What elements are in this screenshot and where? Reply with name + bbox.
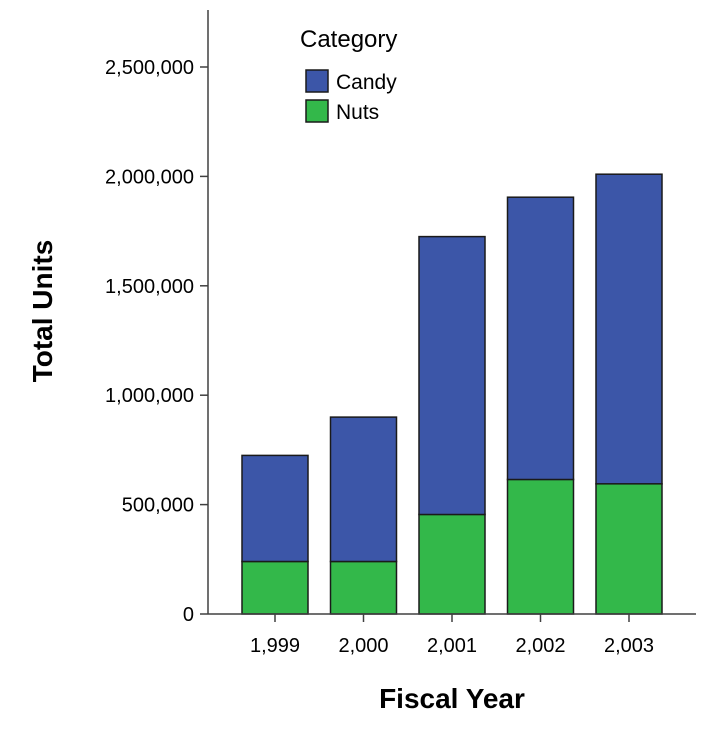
bars-layer (241, 173, 663, 615)
x-tick-label: 2,001 (427, 635, 477, 657)
y-tick-label: 0 (183, 604, 194, 626)
x-tick-label: 1,999 (250, 635, 300, 657)
x-tick-label: 2,002 (515, 635, 565, 657)
y-tick-label: 2,000,000 (105, 166, 194, 188)
bar-nuts-3 (506, 478, 575, 615)
x-tick-label: 2,003 (604, 635, 654, 657)
legend-swatch-candy (305, 69, 329, 93)
legend-entries: Candy Nuts (305, 69, 397, 124)
x-tick-label: 2,000 (338, 635, 388, 657)
bar-candy-0 (241, 454, 309, 563)
legend-label-nuts: Nuts (336, 101, 379, 124)
bar-candy-2 (418, 235, 486, 516)
bar-nuts-2 (418, 513, 486, 615)
y-tick-label: 500,000 (122, 495, 194, 517)
bar-nuts-0 (241, 560, 309, 615)
y-axis-title: Total Units (27, 240, 58, 383)
bar-nuts-1 (329, 560, 398, 615)
legend-label-candy: Candy (336, 71, 397, 94)
y-ticks: 0 500,000 1,000,000 1,500,000 2,000,000 2,500… (105, 57, 208, 626)
bar-candy-1 (329, 416, 398, 563)
y-tick-label: 1,000,000 (105, 385, 194, 407)
bar-nuts-4 (595, 483, 663, 615)
x-axis-title: Fiscal Year (379, 683, 525, 714)
bar-candy-3 (506, 196, 575, 481)
legend-title: Category (300, 26, 397, 53)
legend: Category Candy Nuts (300, 26, 397, 124)
legend-swatch-nuts (305, 99, 329, 123)
bar-candy-4 (595, 173, 663, 485)
y-tick-label: 2,500,000 (105, 57, 194, 79)
x-ticks: 1,999 2,000 2,001 2,002 2,003 (250, 614, 654, 657)
y-tick-label: 1,500,000 (105, 276, 194, 298)
